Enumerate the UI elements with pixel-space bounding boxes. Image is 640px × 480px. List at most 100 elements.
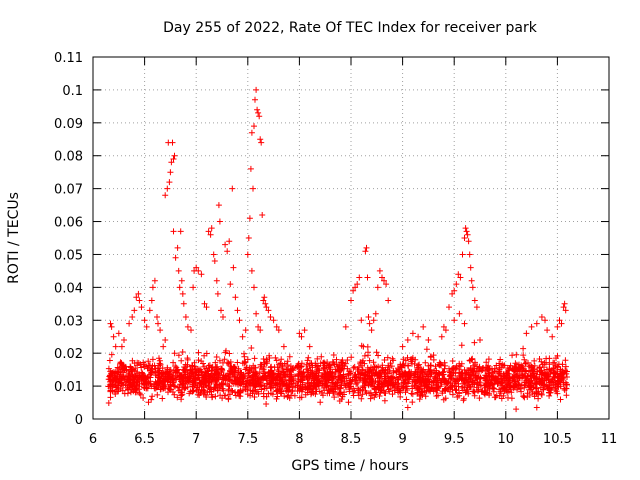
data-point — [221, 356, 228, 363]
data-point — [523, 330, 530, 337]
data-point — [178, 392, 185, 399]
data-point — [533, 320, 540, 327]
data-point — [543, 359, 549, 366]
data-point — [459, 251, 466, 258]
data-point — [222, 392, 229, 399]
x-tick-label: 9 — [398, 432, 406, 447]
data-point — [287, 374, 294, 381]
data-point — [274, 387, 281, 393]
data-point — [347, 370, 354, 377]
data-point — [230, 264, 237, 271]
data-point — [404, 337, 411, 343]
data-point — [352, 377, 359, 384]
data-point — [195, 349, 202, 356]
data-point — [549, 333, 556, 340]
data-point — [265, 307, 272, 314]
data-point — [355, 392, 362, 399]
y-tick-label: 0.04 — [54, 281, 83, 296]
data-point — [252, 370, 259, 377]
data-point — [454, 394, 461, 400]
data-point — [443, 380, 450, 387]
data-point — [465, 238, 472, 245]
data-point — [105, 376, 112, 383]
data-point — [462, 225, 469, 232]
data-point — [114, 379, 121, 386]
data-point — [190, 375, 197, 382]
data-point — [273, 395, 280, 402]
data-point — [174, 394, 181, 401]
data-point — [238, 378, 245, 385]
data-point — [485, 362, 492, 369]
data-point — [497, 356, 504, 363]
data-point — [301, 373, 308, 380]
data-point — [370, 317, 377, 324]
data-point — [162, 337, 169, 343]
data-point — [404, 354, 411, 361]
data-point — [164, 364, 171, 371]
data-point — [275, 367, 282, 373]
data-point — [211, 258, 218, 264]
data-point — [212, 393, 219, 400]
data-point — [554, 363, 561, 370]
data-point — [141, 382, 148, 388]
data-point — [480, 365, 487, 371]
data-point — [414, 373, 421, 380]
data-point — [137, 391, 144, 398]
data-point — [482, 389, 489, 396]
data-point — [433, 393, 440, 399]
data-point — [368, 327, 375, 334]
data-point — [239, 374, 246, 381]
data-point — [417, 366, 424, 372]
data-point — [408, 356, 415, 363]
data-point — [214, 290, 221, 297]
data-point — [378, 381, 385, 388]
data-point — [559, 371, 566, 378]
data-point — [427, 353, 434, 360]
data-point — [116, 373, 123, 380]
data-point — [222, 241, 229, 248]
data-point — [198, 358, 205, 365]
data-point — [121, 374, 127, 381]
data-point — [254, 106, 261, 113]
data-point — [515, 365, 522, 372]
data-point — [381, 397, 388, 404]
data-point — [535, 391, 542, 398]
data-point — [501, 385, 508, 392]
data-point — [562, 363, 569, 370]
data-point — [219, 366, 225, 372]
data-point — [178, 277, 185, 284]
data-point — [459, 374, 466, 381]
data-point — [255, 323, 262, 330]
data-point — [384, 354, 391, 361]
data-point — [131, 307, 138, 314]
x-tick-label: 8.5 — [341, 432, 362, 447]
data-point — [129, 314, 136, 320]
data-point — [452, 370, 459, 377]
data-point — [400, 356, 407, 363]
data-point — [423, 387, 430, 394]
data-point — [509, 366, 516, 373]
data-point — [345, 399, 352, 406]
data-point — [298, 360, 305, 367]
data-point — [446, 304, 452, 311]
data-point — [449, 290, 456, 297]
data-point — [325, 376, 332, 383]
data-point — [381, 390, 388, 396]
data-point — [222, 373, 229, 380]
data-point — [330, 360, 337, 367]
data-point — [208, 370, 215, 377]
data-point — [174, 244, 181, 251]
data-point — [162, 376, 169, 383]
data-point — [308, 379, 315, 386]
data-point — [544, 366, 550, 373]
data-point — [226, 238, 233, 245]
data-point — [250, 377, 256, 384]
data-point — [201, 352, 208, 359]
data-point — [154, 391, 161, 398]
data-point — [225, 382, 232, 389]
data-point — [208, 391, 215, 398]
data-point — [330, 352, 337, 358]
x-axis-label: GPS time / hours — [291, 458, 408, 474]
data-point — [368, 364, 374, 371]
data-point — [401, 370, 408, 377]
